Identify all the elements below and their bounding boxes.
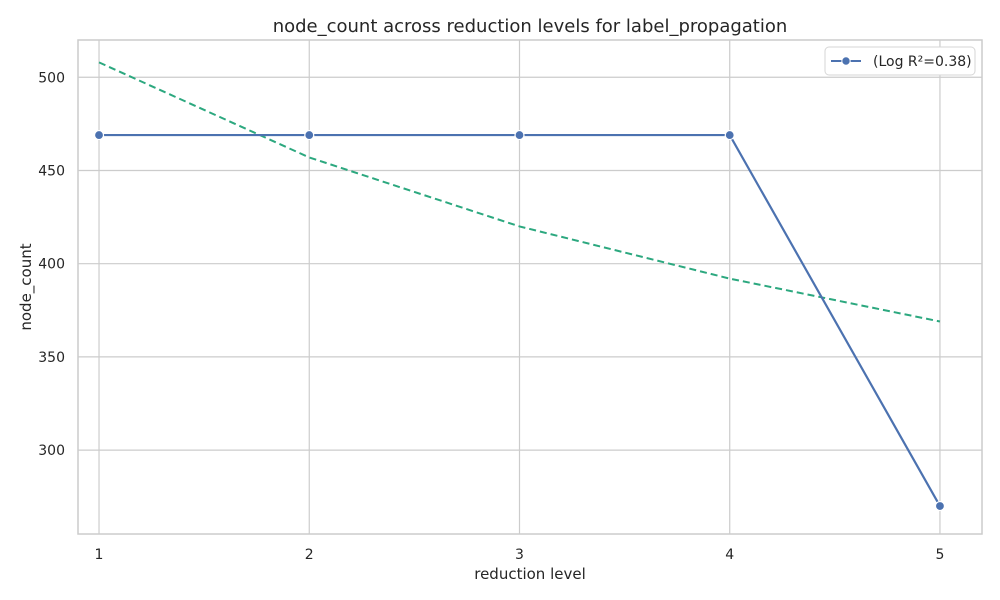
main-series-point [514,129,525,141]
x-tick-label: 1 [95,547,104,563]
x-tick-label: 3 [515,547,524,563]
y-grid-lines [78,76,982,451]
x-tick-labels: 1 2 3 4 5 [95,547,945,563]
y-tick-labels: 300 350 400 450 500 [38,70,65,459]
legend-entry-label: (Log R²=0.38) [873,54,972,70]
plot-frame [77,39,983,535]
x-tick-label: 4 [725,547,734,563]
x-axis-label: reduction level [474,565,586,583]
main-series-point [724,129,735,141]
main-series-point [934,500,946,512]
main-series-point [304,129,315,141]
y-tick-label: 400 [38,257,65,273]
legend-marker-swatch [841,56,851,66]
x-grid-lines [98,40,941,534]
legend: (Log R²=0.38) [824,46,976,76]
y-tick-label: 350 [38,350,65,366]
x-tick-label: 2 [305,547,314,563]
y-axis-label: node_count [17,243,36,330]
y-tick-label: 300 [38,443,65,459]
legend-box [824,46,976,76]
x-tick-label: 5 [935,547,944,563]
chart-title: node_count across reduction levels for l… [273,16,788,37]
trend-series-line [98,61,941,323]
y-tick-label: 450 [38,163,65,179]
series-layer [93,61,946,512]
y-tick-label: 500 [38,70,65,86]
main-series-point [93,129,105,141]
